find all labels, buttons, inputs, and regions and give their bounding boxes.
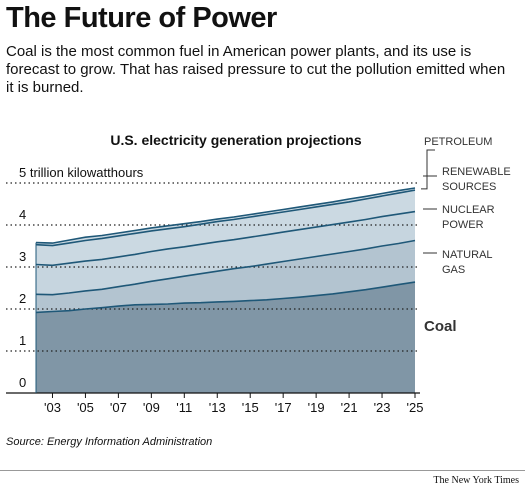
- y-tick-label: 0: [19, 375, 26, 390]
- line-renewable-sources: [35, 189, 416, 247]
- x-tick-label: '03: [44, 400, 61, 415]
- x-tick-label: '19: [308, 400, 325, 415]
- chart-series-lines: [35, 187, 416, 393]
- line-coal: [35, 281, 416, 314]
- x-tick-label: '13: [209, 400, 226, 415]
- y-tick-label: 3: [19, 249, 26, 264]
- chart-title: U.S. electricity generation projections: [110, 132, 362, 148]
- line-petroleum: [35, 187, 416, 244]
- dek-text: Coal is the most common fuel in American…: [6, 43, 506, 96]
- x-tick-label: '21: [341, 400, 358, 415]
- x-tick-labels: '03 '05 '07 '09 '11 '13 '15 '17 '19 '21 '23 '25: [44, 393, 423, 415]
- x-tick-label: '15: [242, 400, 259, 415]
- y-tick-label: 2: [19, 291, 26, 306]
- chart-areas: [36, 188, 415, 393]
- line-nuclear-power: [35, 210, 416, 267]
- chart-gridlines: [6, 182, 420, 394]
- label-renewable-2: SOURCES: [442, 181, 496, 193]
- label-natural-gas-2: GAS: [442, 264, 465, 276]
- footer-rule: [0, 470, 525, 471]
- x-tick-label: '07: [110, 400, 127, 415]
- label-natural-gas: NATURAL: [442, 249, 493, 261]
- label-coal: Coal: [424, 318, 457, 335]
- x-tick-label: '23: [374, 400, 391, 415]
- x-tick-label: '09: [143, 400, 160, 415]
- x-tick-label: '25: [407, 400, 424, 415]
- leader-petroleum: [421, 149, 435, 190]
- y-tick-label: 5 trillion kilowatthours: [19, 165, 144, 180]
- label-petroleum: PETROLEUM: [424, 136, 492, 148]
- credit: The New York Times: [433, 475, 519, 486]
- label-renewable: RENEWABLE: [442, 166, 511, 178]
- y-tick-label: 1: [19, 333, 26, 348]
- label-nuclear-2: POWER: [442, 219, 484, 231]
- x-tick-label: '11: [176, 400, 192, 415]
- source-note: Source: Energy Information Administratio…: [6, 436, 213, 448]
- series-callouts: PETROLEUM RENEWABLE SOURCES NUCLEAR POWER NAT…: [421, 136, 511, 335]
- x-tick-label: '05: [77, 400, 94, 415]
- label-nuclear: NUCLEAR: [442, 204, 495, 216]
- y-tick-label: 4: [19, 207, 26, 222]
- line-natural-gas: [35, 239, 416, 296]
- headline: The Future of Power: [6, 2, 277, 34]
- x-tick-label: '17: [275, 400, 292, 415]
- area-coal: [36, 282, 415, 393]
- y-tick-labels: 0 1 2 3 4 5 trillion kilowatthours: [19, 165, 144, 390]
